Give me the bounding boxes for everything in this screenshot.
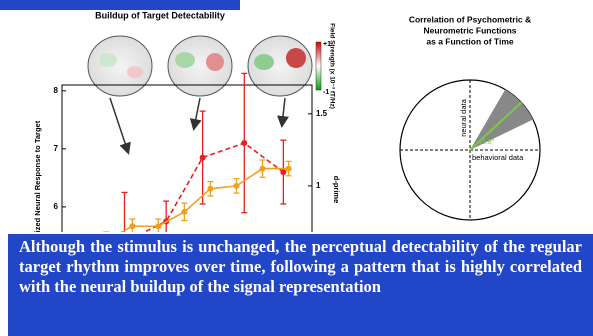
header-strip — [0, 0, 240, 10]
data-point — [280, 169, 287, 176]
y-tick-label: 6 — [54, 202, 59, 211]
data-point — [233, 182, 240, 189]
colorbar-label: Field Strength (x 10⁻³ fT/Hz) — [328, 23, 335, 109]
y-axis-label: neural data — [459, 98, 468, 136]
y2-axis-label: d-prime — [332, 176, 341, 204]
data-point — [259, 165, 266, 172]
colorbar-tick-label: +1 — [323, 41, 331, 48]
topomaps — [87, 35, 322, 155]
angle-label: 42.8° — [478, 138, 495, 146]
colorbar-tick-label: -1 — [323, 89, 329, 96]
angle-line — [469, 101, 523, 151]
chart-title: Neurometric Functions — [423, 25, 516, 35]
y2-tick-label: 1.5 — [316, 109, 328, 118]
chart-title: as a Function of Time — [426, 36, 513, 46]
data-point — [199, 154, 206, 161]
data-point — [181, 208, 188, 215]
data-point — [129, 223, 136, 230]
y-tick-label: 8 — [54, 86, 59, 95]
y2-tick-label: 1 — [316, 181, 321, 190]
y-axis-label: Normalized Neural Response to Target — [33, 120, 42, 232]
plot-frame — [61, 84, 313, 232]
chart-title: Buildup of Target Detectability — [95, 10, 225, 20]
data-point — [241, 140, 248, 147]
charts: Buildup of Target Detectability123455678… — [0, 0, 541, 232]
y-tick-label: 7 — [54, 144, 59, 153]
caption: Although the stimulus is unchanged, the … — [8, 234, 593, 336]
x-axis-label: behavioral data — [472, 153, 524, 162]
chart-title: Correlation of Psychometric & — [409, 14, 531, 24]
series-line — [120, 167, 289, 232]
data-point — [155, 223, 162, 230]
series-line — [142, 142, 284, 232]
data-point — [285, 165, 292, 172]
data-point — [207, 185, 214, 192]
